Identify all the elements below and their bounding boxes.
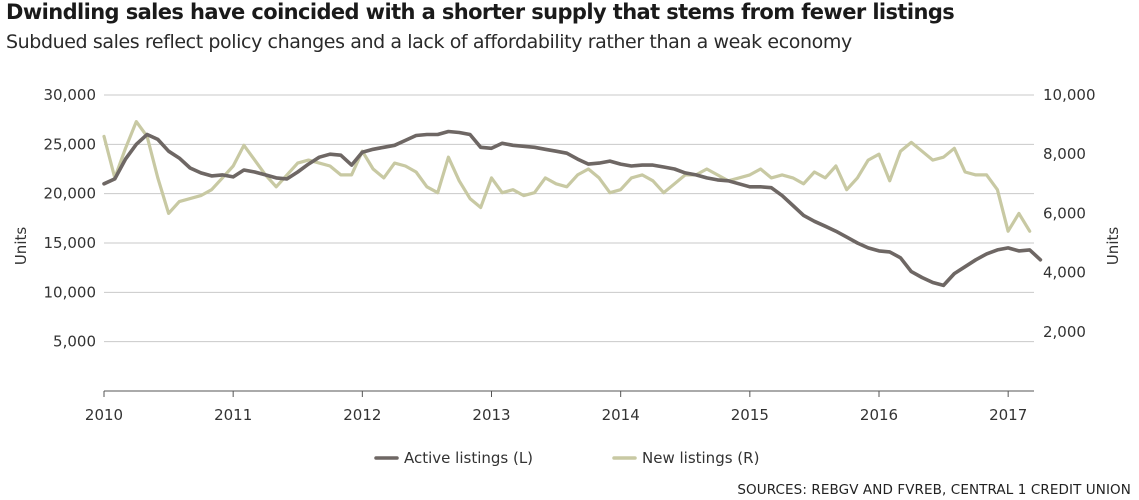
right-tick-label: 10,000 (1043, 86, 1096, 104)
right-tick-label: 2,000 (1043, 323, 1086, 341)
x-tick-label: 2013 (472, 406, 510, 424)
source-note: SOURCES: REBGV AND FVREB, CENTRAL 1 CRED… (737, 482, 1131, 498)
left-tick-label: 15,000 (44, 234, 97, 252)
left-tick-label: 20,000 (44, 185, 97, 203)
chart-title: Dwindling sales have coincided with a sh… (6, 0, 955, 24)
left-tick-label: 25,000 (44, 135, 97, 153)
right-tick-label: 8,000 (1043, 145, 1086, 163)
x-tick-label: 2010 (85, 406, 123, 424)
right-axis-title: Units (1104, 227, 1122, 266)
legend: Active listings (L) New listings (R) (374, 449, 759, 467)
x-tick-label: 2016 (860, 406, 898, 424)
series-line-new-listings (102, 120, 1032, 233)
x-tick-label: 2015 (731, 406, 769, 424)
right-axis-ticks: 2,000 4,000 6,000 8,000 10,000 (1043, 86, 1096, 341)
gridlines (104, 94, 1034, 343)
left-axis-ticks: 5,000 10,000 15,000 20,000 25,000 30,000 (44, 86, 97, 351)
left-tick-label: 30,000 (44, 86, 97, 104)
left-tick-label: 5,000 (53, 333, 96, 351)
x-axis-ticks: 2010 2011 2012 2013 2014 2015 2016 2017 (85, 391, 1027, 424)
legend-label-active-listings: Active listings (L) (404, 449, 533, 467)
series-line-active-listings (102, 129, 1043, 288)
x-tick-label: 2011 (214, 406, 252, 424)
legend-label-new-listings: New listings (R) (642, 449, 759, 467)
right-tick-label: 6,000 (1043, 204, 1086, 222)
left-tick-label: 10,000 (44, 283, 97, 301)
x-tick-label: 2014 (602, 406, 640, 424)
right-tick-label: 4,000 (1043, 264, 1086, 282)
x-tick-label: 2012 (343, 406, 381, 424)
x-tick-label: 2017 (989, 406, 1027, 424)
chart-subtitle: Subdued sales reflect policy changes and… (6, 31, 852, 53)
left-axis-title: Units (12, 227, 30, 266)
